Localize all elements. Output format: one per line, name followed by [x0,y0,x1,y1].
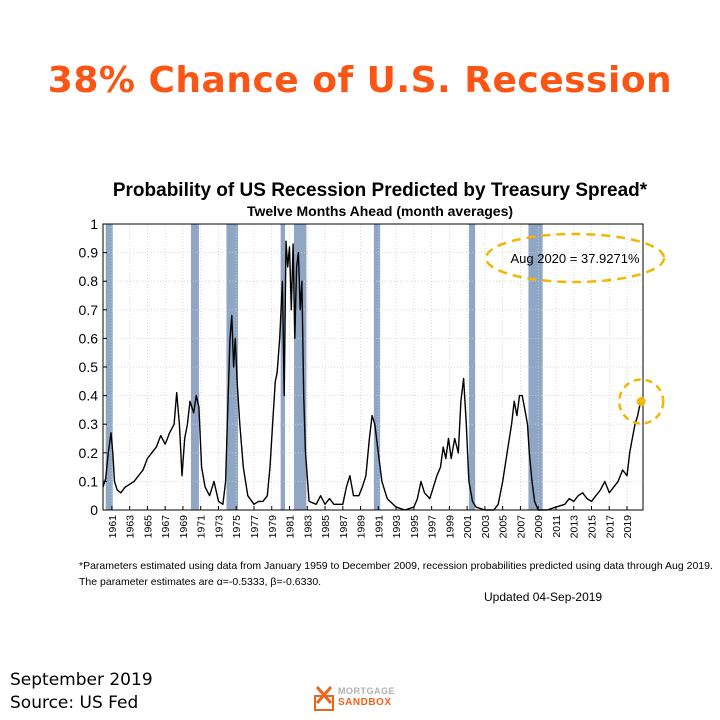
x-tick-label: 2011 [551,515,563,538]
y-tick-label: 0.1 [79,473,99,489]
x-tick-label: 1985 [320,515,332,539]
y-tick-label: 0.2 [79,445,99,461]
x-tick-label: 1993 [391,515,403,539]
x-tick-label: 1975 [231,515,243,539]
x-tick-label: 2007 [515,515,527,539]
footnote-line-2: The parameter estimates are α=-0.5333, β… [79,576,322,588]
logo-text-mortgage: MORTGAGE [338,686,395,696]
x-tick-label: 1979 [267,515,279,539]
y-tick-label: 0.6 [79,330,99,346]
date-label: September 2019 [10,670,153,690]
recession-band [293,224,307,510]
mortgage-sandbox-logo: MORTGAGE SANDBOX [312,684,422,714]
y-tick-label: 0.7 [79,302,99,318]
x-tick-label: 2003 [480,515,492,539]
annotation-ellipse [484,232,666,284]
grid-lines [103,223,643,511]
y-tick-label: 0.9 [79,245,99,261]
x-tick-label: 1977 [249,515,261,539]
x-tick-label: 2017 [604,515,616,539]
y-tick-label: 0 [90,502,98,518]
y-tick-label: 0.8 [79,273,99,289]
x-tick-label: 1967 [160,515,172,539]
x-tick-label: 1999 [444,515,456,539]
x-tick-label: 1965 [142,515,154,539]
x-tick-label: 1997 [427,515,439,539]
y-tick-label: 0.3 [79,416,99,432]
x-tick-label: 2001 [462,515,474,539]
x-tick-label: 1991 [373,515,385,539]
annotation-label: Aug 2020 = 37.9271% [510,251,639,266]
footnote-line-1: *Parameters estimated using data from Ja… [79,560,713,572]
x-tick-label: 2019 [622,515,634,539]
y-tick-label: 0.4 [79,388,99,404]
y-tick-label: 1 [90,216,98,232]
x-tick-label: 1973 [213,515,225,539]
recession-band [280,224,286,510]
logo-text-sandbox: SANDBOX [338,697,392,708]
x-tick-label: 2005 [498,515,510,539]
x-tick-label: 1995 [409,515,421,539]
recession-bands [105,224,543,510]
highlight-point [636,397,646,407]
page-headline: 38% Chance of U.S. Recession [47,60,673,101]
y-tick-label: 0.5 [79,359,99,375]
logo-icon [314,686,334,711]
x-tick-label: 1963 [125,515,137,539]
x-tick-label: 2013 [569,515,581,539]
x-tick-label: 1987 [338,515,350,539]
x-tick-label: 2009 [533,515,545,539]
chart-subtitle: Twelve Months Ahead (month averages) [246,203,514,219]
source-label: Source: US Fed [10,693,139,713]
x-tick-label: 1971 [196,515,208,539]
x-tick-label: 1983 [302,515,314,539]
x-tick-label: 1961 [107,515,119,539]
x-tick-label: 1981 [285,515,297,539]
highlight-ring [617,378,665,425]
recession-band [190,224,199,510]
x-tick-label: 2015 [586,515,598,539]
x-tick-label: 1969 [178,515,190,539]
updated-date: Updated 04-Sep-2019 [484,590,603,604]
x-tick-label: 1989 [356,515,368,539]
x-axis-ticks: 1961 1963 1965 1967 1969 1971 1973 1975 1977 1979… [107,506,634,538]
series-line [102,240,642,511]
chart-title: Probability of US Recession Predicted by… [112,180,648,201]
y-axis-ticks: 0 0.1 0.2 0.3 0.4 0.5 0.6 0.7 0.8 0.9 1 [79,216,107,518]
